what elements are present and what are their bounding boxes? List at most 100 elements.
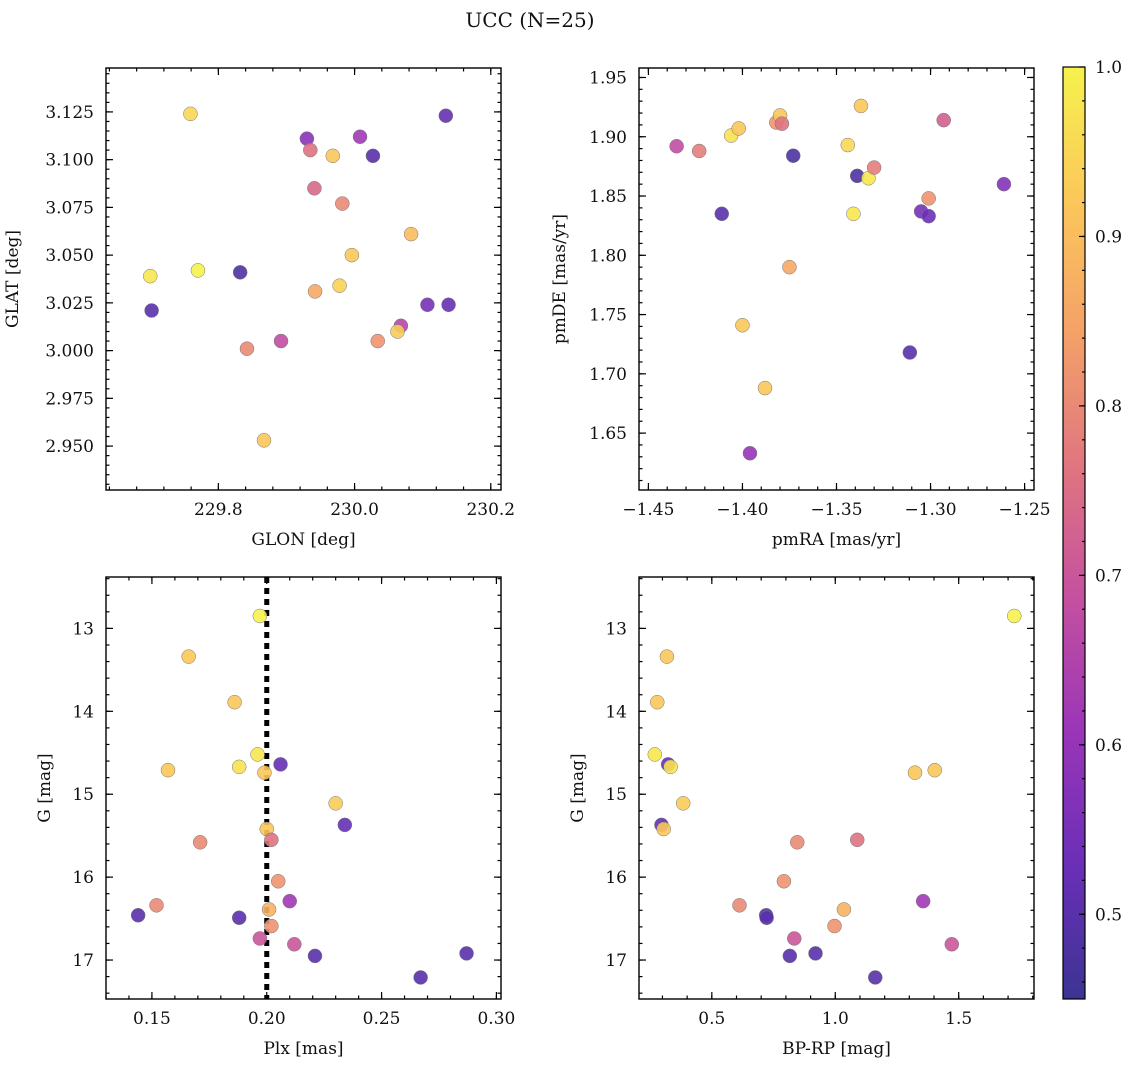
y-tick-label: 1.75 — [589, 306, 627, 326]
scatter-point — [650, 694, 665, 710]
colorbar-tick-label: 1.0 — [1095, 58, 1122, 78]
scatter-point — [774, 116, 790, 131]
scatter-point — [420, 297, 435, 313]
colorbar-gradient — [1062, 66, 1086, 1000]
colorbar-tick-label: 0.9 — [1095, 227, 1122, 247]
scatter-point — [307, 948, 323, 964]
axes-frame — [638, 576, 1035, 1000]
scatter-point — [757, 380, 773, 396]
y-tick-label: 3.100 — [45, 151, 94, 171]
scatter-point — [921, 208, 936, 224]
scatter-point — [927, 762, 943, 778]
y-tick-label: 1.95 — [589, 68, 627, 88]
scatter-point — [907, 765, 923, 780]
panel-4: 0.5 1.0 1.5 13 14 15 16 17 BP-RP [mag] G [mag] — [568, 576, 1035, 1059]
y-tick-label: 2.950 — [45, 437, 94, 457]
colorbar-tick-label: 0.6 — [1095, 736, 1122, 756]
y-tick-label: 1.85 — [589, 187, 627, 207]
scatter-point — [183, 106, 198, 122]
scatter-point — [836, 902, 852, 917]
x-tick-label: 0.5 — [698, 1009, 725, 1029]
scatter-point — [936, 112, 951, 128]
scatter-point — [264, 832, 279, 848]
panel-2: −1.45 −1.40 −1.35 −1.30 −1.25 1.65 1.70 1.75 1.8… — [550, 67, 1051, 550]
scatter-point — [365, 148, 381, 164]
y-tick-label: 15 — [72, 785, 94, 805]
scatter-point — [669, 138, 684, 154]
y-tick-label: 13 — [72, 619, 94, 639]
x-tick-label: 1.0 — [822, 1009, 849, 1029]
scatter-point — [866, 160, 882, 175]
x-axis-label: BP-RP [mag] — [782, 1039, 891, 1059]
y-tick-label: 13 — [605, 619, 627, 639]
x-tick-label: −1.40 — [716, 500, 768, 520]
scatter-point — [252, 931, 268, 946]
scatter-point — [732, 898, 747, 913]
y-tick-label: 3.075 — [45, 198, 94, 218]
scatter-point — [390, 324, 405, 339]
scatter-point — [325, 148, 341, 164]
axes-frame — [105, 67, 502, 491]
y-tick-label: 17 — [72, 951, 94, 971]
scatter-point — [438, 108, 454, 123]
axes-frame — [105, 576, 502, 1000]
x-axis-label: Plx [mas] — [263, 1039, 343, 1059]
scatter-point — [303, 142, 318, 158]
scatter-point — [239, 341, 255, 356]
scatter-point — [459, 946, 474, 961]
scatter-point — [144, 303, 159, 318]
x-tick-label: 0.15 — [133, 1009, 171, 1029]
scatter-point — [287, 937, 302, 952]
scatter-point — [827, 918, 842, 934]
scatter-point — [441, 297, 456, 313]
scatter-point — [996, 176, 1012, 192]
y-tick-label: 2.975 — [45, 389, 94, 409]
y-tick-label: 3.125 — [45, 103, 94, 123]
x-axis-label: pmRA [mas/yr] — [772, 530, 901, 550]
scatter-point — [782, 948, 798, 964]
scatter-point — [944, 937, 960, 952]
panel-3: 0.15 0.20 0.25 0.30 13 14 15 16 17 Plx [mas] G [ma… — [35, 576, 515, 1059]
panels: 229.8 230.0 230.2 2.950 2.975 3.000 3.025 3.050… — [3, 67, 1051, 1059]
scatter-point — [232, 265, 248, 280]
scatter-point — [403, 226, 419, 242]
scatter-point — [270, 874, 286, 889]
scatter-point — [785, 148, 801, 163]
scatter-point — [868, 970, 883, 985]
scatter-point — [227, 694, 242, 710]
scatter-point — [332, 278, 347, 293]
scatter-point — [659, 649, 675, 664]
scatter-point — [344, 247, 360, 263]
scatter-point — [160, 762, 176, 778]
scatter-point — [335, 196, 350, 211]
y-tick-label: 1.70 — [589, 365, 627, 385]
scatter-point — [849, 832, 865, 848]
colorbar-tick-label: 0.7 — [1095, 566, 1122, 586]
scatter-point — [190, 263, 206, 278]
scatter-point — [735, 317, 750, 333]
scatter-point — [663, 759, 678, 775]
y-tick-label: 1.65 — [589, 424, 627, 444]
scatter-point — [231, 759, 247, 775]
scatter-point — [808, 946, 823, 961]
y-tick-label: 3.025 — [45, 294, 94, 314]
scatter-point — [647, 747, 663, 762]
scatter-point — [273, 333, 289, 349]
scatter-point — [307, 181, 322, 196]
x-tick-label: 229.8 — [194, 500, 243, 520]
scatter-point — [656, 821, 671, 837]
scatter-point — [149, 898, 164, 913]
scatter-point — [130, 908, 146, 923]
y-tick-label: 1.90 — [589, 128, 627, 148]
scatter-point — [915, 893, 931, 909]
figure-title: UCC (N=25) — [465, 8, 594, 32]
x-tick-label: 0.30 — [477, 1009, 515, 1029]
y-axis-label: G [mag] — [568, 753, 588, 822]
scatter-point — [413, 970, 428, 985]
x-tick-label: −1.25 — [999, 500, 1051, 520]
scatter-point — [250, 747, 265, 762]
x-tick-label: 1.5 — [945, 1009, 972, 1029]
panel-1: 229.8 230.0 230.2 2.950 2.975 3.000 3.025 3.050… — [3, 67, 515, 550]
y-axis-label: pmDE [mas/yr] — [550, 214, 570, 344]
scatter-point — [282, 893, 297, 909]
